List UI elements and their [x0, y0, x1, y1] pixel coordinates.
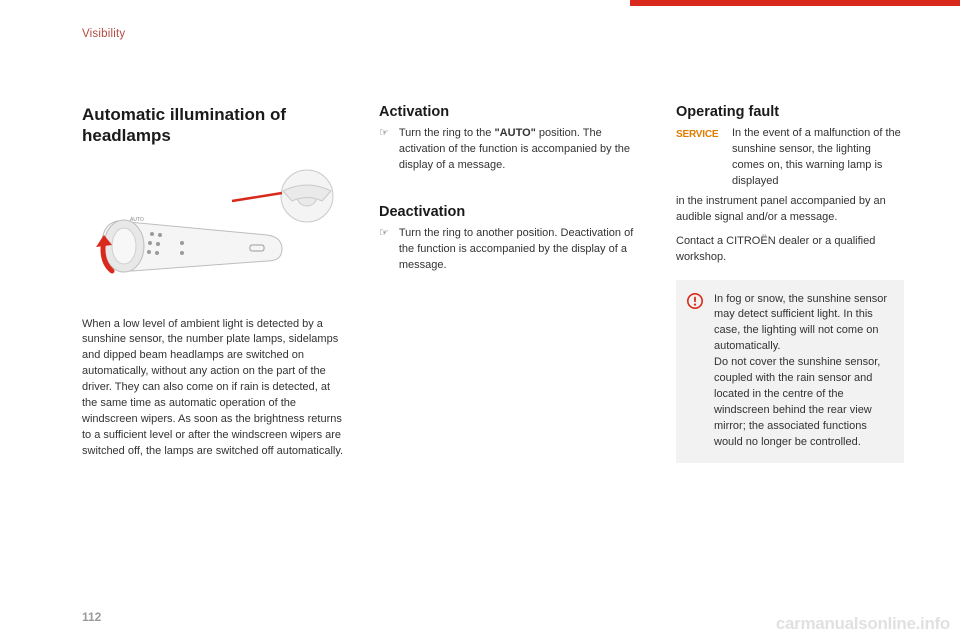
deactivation-text: Turn the ring to another position. Deact…: [399, 226, 644, 274]
service-lamp-icon: SERVICE: [676, 126, 720, 190]
column-right: Operating fault SERVICE In the event of …: [676, 104, 904, 463]
deactivation-bullet: ☞ Turn the ring to another position. Dea…: [379, 226, 644, 274]
fault-paragraph-2: Contact a CITROËN dealer or a qualified …: [676, 234, 904, 266]
header-red-bar: [630, 0, 960, 6]
svg-text:AUTO: AUTO: [130, 217, 144, 223]
pointer-icon: ☞: [379, 226, 389, 274]
intro-paragraph: When a low level of ambient light is det…: [82, 317, 347, 460]
watermark: carmanualsonline.info: [776, 614, 950, 634]
pointer-icon: ☞: [379, 126, 389, 174]
fault-p1-rest: in the instrument panel accompanied by a…: [676, 194, 904, 226]
main-heading: Automatic illumination of headlamps: [82, 104, 347, 147]
fault-p1-inline: In the event of a malfunction of the sun…: [732, 126, 904, 190]
activation-text-pre: Turn the ring to the: [399, 127, 495, 139]
column-left: Automatic illumination of headlamps: [82, 104, 347, 463]
caution-note: In fog or snow, the sunshine sensor may …: [676, 280, 904, 463]
fault-paragraph-1: SERVICE In the event of a malfunction of…: [676, 126, 904, 226]
activation-bullet: ☞ Turn the ring to the "AUTO" position. …: [379, 126, 644, 174]
activation-auto-strong: "AUTO": [494, 127, 535, 139]
activation-heading: Activation: [379, 104, 644, 120]
content-columns: Automatic illumination of headlamps: [82, 104, 904, 463]
column-middle: Activation ☞ Turn the ring to the "AUTO"…: [379, 104, 644, 463]
section-label: Visibility: [82, 28, 904, 40]
exclamation-icon: [686, 292, 704, 310]
deactivation-heading: Deactivation: [379, 204, 644, 220]
operating-fault-heading: Operating fault: [676, 104, 904, 120]
caution-text: In fog or snow, the sunshine sensor may …: [714, 292, 890, 451]
activation-text: Turn the ring to the "AUTO" position. Th…: [399, 126, 644, 174]
stalk-illustration: AUTO: [82, 161, 342, 301]
page-number: 112: [82, 610, 101, 624]
